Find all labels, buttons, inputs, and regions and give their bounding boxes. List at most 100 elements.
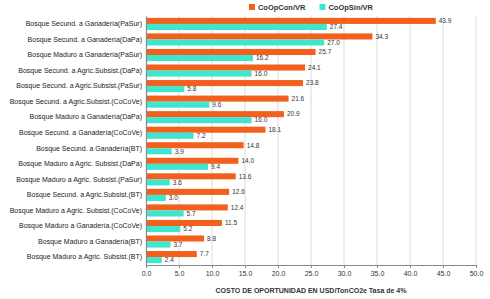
chart: 43.934.325.724.123.821.620.918.114.814.0… bbox=[0, 0, 490, 299]
tick-mark bbox=[410, 265, 411, 268]
data-label: 11.5 bbox=[225, 219, 238, 226]
tick-mark bbox=[443, 265, 444, 268]
bar bbox=[146, 158, 238, 164]
tick-label: Bosque Maduro a Ganadería(PaSur) bbox=[28, 51, 142, 59]
data-label: 3.7 bbox=[173, 241, 182, 248]
data-label: 3.0 bbox=[169, 194, 178, 201]
tick: Bosque Maduro a Agric. Subsist.(PaSur) bbox=[16, 176, 146, 184]
data-label: 16.0 bbox=[255, 116, 268, 123]
grid-line bbox=[146, 16, 147, 265]
tick-label: Bosque Secund. a Agric.Subsist.(PaSur) bbox=[16, 82, 142, 90]
bar bbox=[146, 257, 162, 263]
bar bbox=[146, 64, 305, 70]
data-label: 34.3 bbox=[375, 33, 388, 40]
data-label: 27.4 bbox=[330, 23, 343, 30]
tick-label: Bosque Secund. a Ganadería(PaSur) bbox=[26, 20, 142, 28]
bar bbox=[146, 55, 253, 61]
bar bbox=[146, 242, 170, 248]
tick: Bosque Secund. a Agric.Subsist.(PaSur) bbox=[16, 82, 146, 90]
axis-title: COSTO DE OPORTUNIDAD EN USD/TonCO2e Tasa… bbox=[216, 287, 408, 294]
bars bbox=[146, 18, 436, 263]
data-label: 12.4 bbox=[231, 204, 244, 211]
tick: Bosque Secund. a Agric.Subsist.(BT) bbox=[27, 191, 146, 199]
tick-label: 20.0 bbox=[272, 270, 286, 277]
data-label: 43.9 bbox=[439, 17, 452, 24]
data-label: 25.7 bbox=[319, 48, 332, 55]
tick-label: Bosque Maduro a Agric. Subsist.(PaSur) bbox=[16, 176, 142, 184]
tick: 40.0 bbox=[404, 265, 418, 277]
data-label: 12.6 bbox=[232, 188, 245, 195]
bar bbox=[146, 179, 170, 185]
tick-label: Bosque Secund. a Agric.Subsist.(BT) bbox=[27, 191, 142, 199]
bar bbox=[146, 189, 229, 195]
tick-mark bbox=[476, 265, 477, 268]
data-label: 18.1 bbox=[268, 126, 281, 133]
data-label: 14.8 bbox=[247, 142, 260, 149]
tick: Bosque Maduro a Agric. Subsist.(CoCoVe) bbox=[10, 207, 146, 215]
data-label: 20.9 bbox=[287, 110, 300, 117]
tick: Bosque Secund. a Ganadería(CoCoVe) bbox=[19, 129, 146, 137]
grid-line bbox=[443, 16, 444, 265]
data-label: 21.6 bbox=[292, 95, 305, 102]
legend: CoOpCon/VR CoOpSin/VR bbox=[249, 3, 374, 12]
bar bbox=[146, 18, 436, 24]
data-label: 13.6 bbox=[239, 173, 252, 180]
bar bbox=[146, 210, 184, 216]
bar bbox=[146, 133, 194, 139]
tick-label: Bosque Maduro a Ganadería(BT) bbox=[38, 238, 142, 246]
tick-label: Bosque Secund. a Ganadería(BT) bbox=[36, 145, 142, 153]
tick: Bosque Maduro a Ganadería(BT) bbox=[38, 238, 146, 246]
bar bbox=[146, 164, 208, 170]
tick-label: 45.0 bbox=[437, 270, 451, 277]
data-labels: 43.934.325.724.123.821.620.918.114.814.0… bbox=[165, 17, 452, 263]
tick-label: Bosque Secund. a Ganadería(DaPa) bbox=[28, 36, 142, 44]
legend-label: CoOpCon/VR bbox=[258, 3, 306, 12]
bar bbox=[146, 117, 252, 123]
data-label: 3.9 bbox=[175, 148, 184, 155]
tick: 25.0 bbox=[305, 265, 319, 277]
data-label: 3.6 bbox=[173, 179, 182, 186]
tick-mark bbox=[245, 265, 246, 268]
data-label: 27.0 bbox=[327, 39, 340, 46]
tick-mark bbox=[179, 265, 180, 268]
tick-label: 40.0 bbox=[404, 270, 418, 277]
tick-label: 25.0 bbox=[305, 270, 319, 277]
tick-mark bbox=[344, 265, 345, 268]
data-label: 16.2 bbox=[256, 54, 269, 61]
tick-label: 30.0 bbox=[338, 270, 352, 277]
legend-swatch bbox=[319, 4, 325, 10]
grid bbox=[146, 16, 476, 265]
bar bbox=[146, 71, 252, 77]
tick: 10.0 bbox=[206, 265, 220, 277]
legend-item: CoOpSin/VR bbox=[319, 3, 373, 12]
bar bbox=[146, 142, 244, 148]
legend-item: CoOpCon/VR bbox=[249, 3, 306, 12]
tick: 20.0 bbox=[272, 265, 286, 277]
plot: 43.934.325.724.123.821.620.918.114.814.0… bbox=[10, 16, 484, 277]
grid-line bbox=[377, 16, 378, 265]
tick-label: 10.0 bbox=[206, 270, 220, 277]
bar bbox=[146, 39, 324, 45]
tick-label: 0.0 bbox=[142, 270, 152, 277]
data-label: 5.7 bbox=[187, 210, 196, 217]
tick-label: 50.0 bbox=[470, 270, 484, 277]
tick: 30.0 bbox=[338, 265, 352, 277]
data-label: 9.6 bbox=[212, 101, 221, 108]
tick-label: Bosque Secund. a Ganadería(CoCoVe) bbox=[19, 129, 142, 137]
tick: Bosque Maduro a Agric. Subsist.(DaPa) bbox=[18, 160, 146, 168]
tick: Bosque Maduro a Ganadería.(CoCoVe) bbox=[19, 222, 146, 230]
tick-mark bbox=[311, 265, 312, 268]
tick: 50.0 bbox=[470, 265, 484, 277]
data-label: 24.1 bbox=[308, 64, 321, 71]
tick-label: 5.0 bbox=[175, 270, 185, 277]
tick: 35.0 bbox=[371, 265, 385, 277]
bar bbox=[146, 80, 303, 86]
tick-label: Bosque Maduro a Ganadería.(CoCoVe) bbox=[19, 222, 142, 230]
tick: Bosque Secund. a Agric.Subsist.(DaPa) bbox=[18, 67, 146, 75]
tick: Bosque Secund. a Ganadería(BT) bbox=[36, 145, 146, 153]
data-label: 7.7 bbox=[200, 250, 209, 257]
data-label: 9.4 bbox=[211, 163, 220, 170]
tick-label: Bosque Maduro a Agric. Subsist.(BT) bbox=[27, 253, 142, 261]
bar bbox=[146, 195, 166, 201]
data-label: 2.4 bbox=[165, 256, 174, 263]
